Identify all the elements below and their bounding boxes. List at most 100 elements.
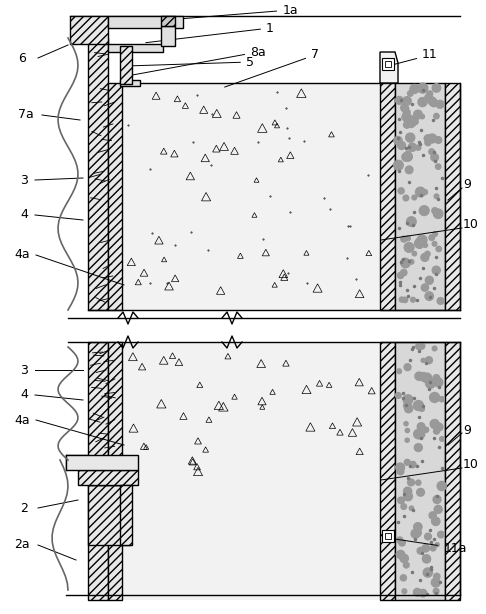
Circle shape	[433, 375, 440, 381]
Circle shape	[414, 111, 422, 119]
Bar	[380, 83, 395, 310]
Circle shape	[429, 512, 436, 519]
Circle shape	[432, 241, 437, 246]
Circle shape	[437, 531, 444, 538]
Circle shape	[439, 397, 444, 402]
Text: 2: 2	[20, 502, 28, 515]
Circle shape	[425, 292, 434, 300]
Circle shape	[408, 143, 417, 151]
Circle shape	[428, 134, 437, 143]
Circle shape	[433, 495, 441, 503]
Circle shape	[419, 406, 424, 411]
Circle shape	[404, 363, 411, 371]
Circle shape	[399, 540, 405, 546]
Circle shape	[397, 550, 405, 559]
Circle shape	[440, 437, 444, 441]
Circle shape	[415, 372, 423, 380]
Circle shape	[409, 506, 414, 510]
Circle shape	[404, 459, 410, 465]
Circle shape	[397, 537, 403, 543]
Circle shape	[426, 292, 431, 297]
Circle shape	[404, 115, 414, 124]
Circle shape	[428, 97, 436, 105]
Circle shape	[404, 422, 408, 426]
Bar	[66, 455, 138, 470]
Bar	[385, 533, 391, 539]
Circle shape	[403, 122, 410, 128]
Circle shape	[420, 114, 424, 119]
Circle shape	[409, 260, 414, 264]
Circle shape	[396, 96, 403, 104]
Circle shape	[403, 195, 409, 201]
Bar	[122, 342, 380, 600]
Text: 4a: 4a	[14, 249, 30, 262]
Circle shape	[406, 133, 415, 142]
Circle shape	[437, 481, 446, 491]
Circle shape	[435, 137, 442, 144]
Circle shape	[423, 568, 433, 577]
Circle shape	[425, 276, 434, 284]
Circle shape	[401, 258, 410, 268]
Circle shape	[411, 297, 416, 302]
Circle shape	[432, 517, 440, 526]
Circle shape	[432, 101, 436, 106]
Text: 6: 6	[18, 52, 26, 64]
Circle shape	[397, 369, 401, 374]
Circle shape	[415, 238, 425, 248]
Bar	[395, 342, 445, 600]
Bar	[108, 342, 122, 600]
Bar	[108, 16, 183, 28]
Circle shape	[410, 85, 419, 93]
Circle shape	[425, 251, 430, 257]
Circle shape	[405, 438, 409, 442]
Circle shape	[408, 479, 415, 486]
Circle shape	[432, 208, 438, 214]
Circle shape	[434, 194, 439, 198]
Bar	[445, 342, 460, 600]
Circle shape	[410, 462, 416, 468]
Circle shape	[417, 423, 425, 430]
Circle shape	[416, 480, 421, 485]
Circle shape	[425, 558, 430, 562]
Circle shape	[434, 428, 439, 434]
Circle shape	[399, 297, 404, 302]
Circle shape	[416, 430, 425, 438]
Circle shape	[416, 145, 421, 150]
Bar	[78, 470, 138, 485]
Circle shape	[421, 254, 429, 262]
Text: 1: 1	[146, 21, 274, 43]
Circle shape	[413, 119, 418, 125]
Circle shape	[417, 548, 424, 554]
Circle shape	[416, 343, 422, 349]
Circle shape	[403, 152, 412, 161]
Text: 4: 4	[20, 389, 28, 402]
Circle shape	[422, 190, 428, 195]
Circle shape	[397, 468, 404, 475]
Bar	[70, 16, 108, 44]
Text: 10: 10	[463, 219, 479, 231]
Circle shape	[426, 379, 435, 388]
Circle shape	[400, 104, 408, 112]
Circle shape	[414, 400, 423, 411]
Circle shape	[416, 187, 425, 197]
Circle shape	[404, 402, 411, 410]
Circle shape	[429, 149, 434, 155]
Bar	[120, 80, 140, 86]
Circle shape	[407, 217, 416, 227]
Circle shape	[396, 392, 401, 398]
Circle shape	[403, 395, 413, 405]
Circle shape	[404, 243, 414, 252]
Circle shape	[423, 427, 429, 432]
Circle shape	[404, 405, 413, 413]
Text: 11a: 11a	[391, 538, 467, 554]
Circle shape	[400, 554, 408, 562]
Circle shape	[418, 83, 428, 93]
Circle shape	[436, 246, 441, 252]
Bar	[382, 530, 394, 542]
Circle shape	[402, 113, 410, 121]
Circle shape	[398, 497, 404, 503]
Bar	[88, 485, 130, 545]
Circle shape	[430, 419, 439, 429]
Circle shape	[405, 429, 410, 433]
Bar	[108, 44, 163, 52]
